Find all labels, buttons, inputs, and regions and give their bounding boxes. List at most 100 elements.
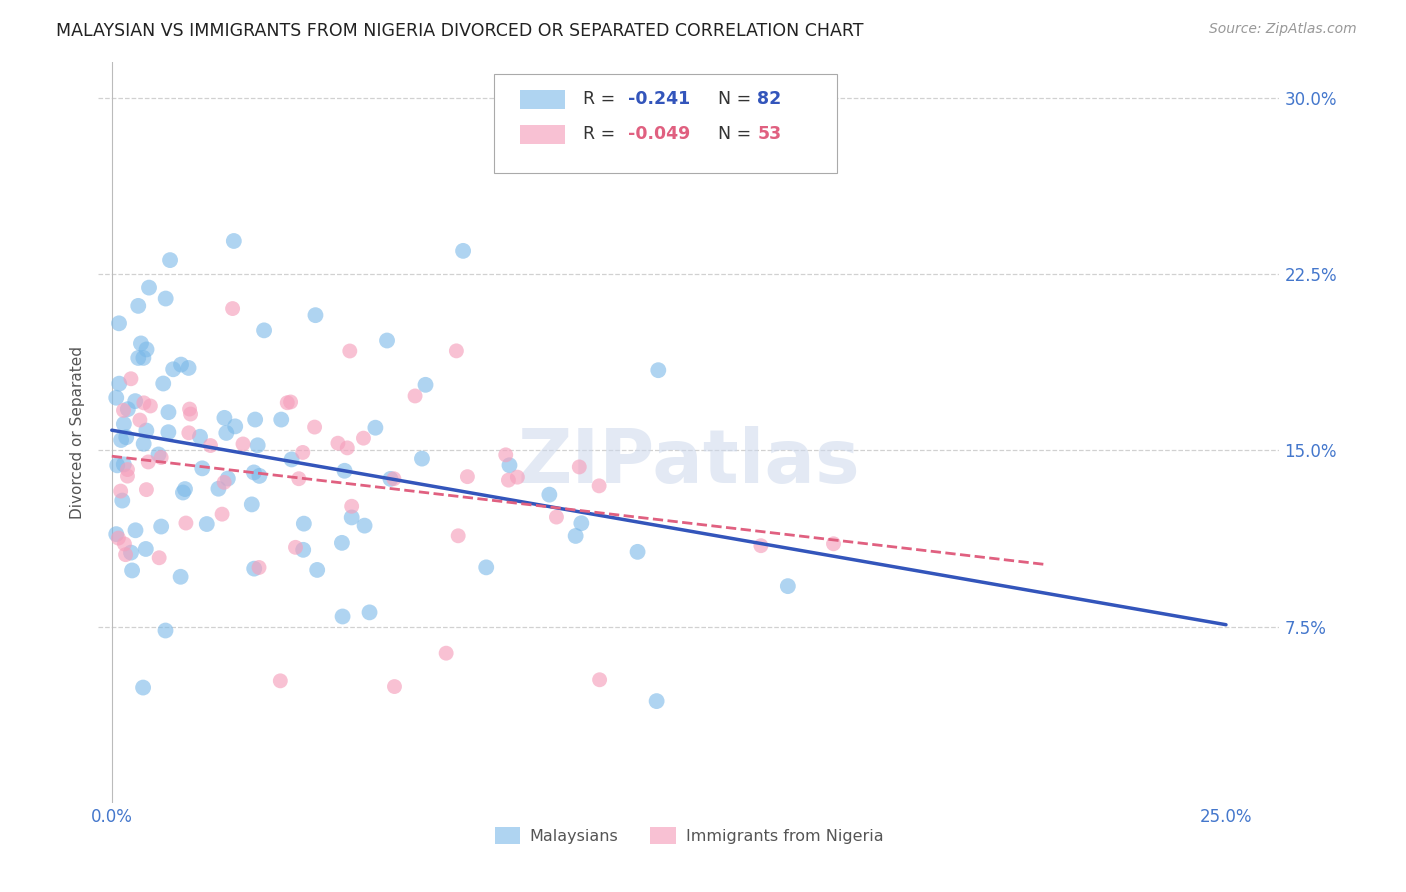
Point: [215, 425, 238, 440]
Point: [446, 343, 468, 358]
Point: [157, 425, 180, 440]
Point: [177, 425, 200, 440]
Point: [340, 500, 363, 514]
Point: [117, 402, 139, 417]
Point: [304, 308, 326, 322]
Point: [340, 510, 363, 524]
Point: [155, 624, 177, 638]
Point: [132, 681, 155, 695]
Point: [132, 351, 155, 365]
Point: [451, 244, 474, 258]
Point: [180, 407, 202, 421]
Point: [247, 560, 270, 574]
Point: [626, 545, 648, 559]
Point: [124, 394, 146, 409]
Point: [249, 469, 271, 483]
Point: [359, 606, 381, 620]
Y-axis label: Divorced or Separated: Divorced or Separated: [70, 346, 86, 519]
Point: [132, 396, 155, 410]
Point: [375, 334, 398, 348]
Point: [174, 516, 197, 530]
Point: [332, 609, 354, 624]
Point: [121, 564, 143, 578]
Point: [447, 529, 470, 543]
Point: [538, 488, 561, 502]
Point: [117, 469, 139, 483]
Point: [107, 531, 129, 545]
Point: [569, 516, 592, 531]
Point: [243, 412, 266, 426]
Point: [288, 472, 311, 486]
Point: [456, 469, 478, 483]
Point: [382, 472, 405, 486]
Point: [434, 646, 457, 660]
Point: [243, 561, 266, 575]
Point: [155, 292, 177, 306]
Point: [157, 405, 180, 419]
Point: [128, 413, 150, 427]
Point: [135, 424, 157, 438]
FancyBboxPatch shape: [520, 125, 565, 144]
Point: [246, 438, 269, 452]
Point: [105, 527, 128, 541]
Point: [364, 420, 387, 434]
Point: [415, 377, 437, 392]
Point: [339, 343, 361, 358]
Point: [129, 336, 152, 351]
Point: [568, 459, 591, 474]
Point: [174, 482, 197, 496]
Point: [292, 516, 315, 531]
Point: [135, 541, 157, 556]
Point: [353, 431, 375, 445]
Point: [280, 395, 302, 409]
Text: -0.049: -0.049: [627, 125, 690, 144]
Point: [326, 436, 349, 450]
Point: [330, 536, 353, 550]
Point: [110, 433, 132, 447]
Point: [127, 299, 149, 313]
Point: [169, 570, 191, 584]
Point: [588, 673, 610, 687]
Point: [645, 694, 668, 708]
Point: [159, 253, 181, 268]
Point: [280, 452, 302, 467]
Point: [495, 448, 517, 462]
Point: [222, 234, 245, 248]
Point: [188, 430, 211, 444]
Point: [127, 351, 149, 365]
Point: [150, 450, 173, 465]
Point: [111, 493, 134, 508]
Point: [411, 451, 433, 466]
Point: [276, 395, 298, 409]
Text: 53: 53: [758, 125, 782, 144]
Point: [384, 680, 406, 694]
Point: [240, 497, 263, 511]
Point: [307, 563, 329, 577]
Text: 82: 82: [758, 90, 782, 109]
Point: [150, 519, 173, 533]
Text: -0.241: -0.241: [627, 90, 690, 109]
Point: [224, 419, 246, 434]
Point: [120, 546, 142, 560]
Point: [749, 539, 772, 553]
Text: N =: N =: [707, 90, 756, 109]
Point: [207, 482, 229, 496]
Point: [353, 518, 375, 533]
Point: [270, 412, 292, 426]
Point: [135, 483, 157, 497]
Text: R =: R =: [582, 90, 620, 109]
Point: [776, 579, 799, 593]
Point: [148, 550, 170, 565]
Point: [647, 363, 669, 377]
Text: MALAYSIAN VS IMMIGRANTS FROM NIGERIA DIVORCED OR SEPARATED CORRELATION CHART: MALAYSIAN VS IMMIGRANTS FROM NIGERIA DIV…: [56, 22, 863, 40]
Point: [211, 507, 233, 521]
Point: [588, 479, 610, 493]
Point: [243, 466, 266, 480]
Point: [823, 537, 845, 551]
Point: [291, 445, 314, 459]
Point: [162, 362, 184, 376]
Point: [148, 447, 170, 461]
Point: [336, 441, 359, 455]
Point: [269, 673, 291, 688]
Point: [546, 510, 568, 524]
